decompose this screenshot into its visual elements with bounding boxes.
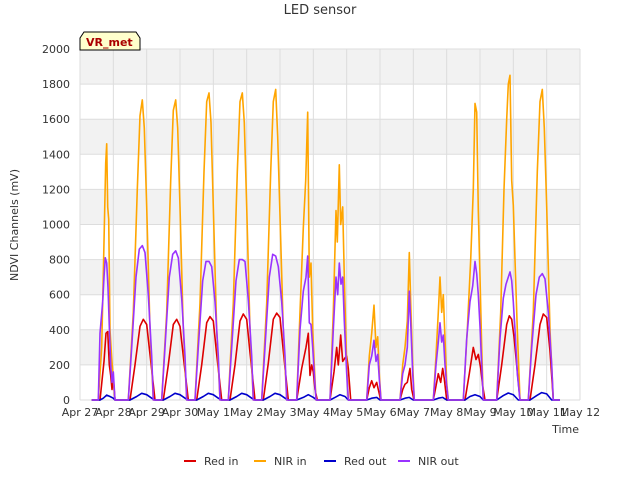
x-tick-label: May 10 <box>493 406 533 419</box>
plot-band <box>80 154 580 190</box>
x-tick-label: May 11 <box>527 406 567 419</box>
x-tick-label: May 6 <box>363 406 396 419</box>
x-tick-label: Apr 28 <box>95 406 132 419</box>
x-tick-label: May 4 <box>297 406 330 419</box>
plot-band <box>80 49 580 85</box>
x-tick-label: Apr 30 <box>162 406 199 419</box>
plot-band <box>80 84 580 120</box>
badge-box <box>79 31 141 51</box>
x-tick-label: May 8 <box>430 406 463 419</box>
y-tick-label: 400 <box>49 324 70 337</box>
y-axis-title: NDVI Channels (mV) <box>8 169 21 281</box>
y-tick-label: 2000 <box>42 43 70 56</box>
plot-band <box>80 294 580 330</box>
y-tick-label: 1600 <box>42 113 70 126</box>
legend: Red in NIR in Red out NIR out <box>184 455 459 468</box>
legend-label: NIR in <box>274 455 307 468</box>
plot-band <box>80 189 580 225</box>
chart-title: LED sensor <box>284 3 357 18</box>
y-tick-label: 1200 <box>42 183 70 196</box>
plot-band <box>80 119 580 155</box>
series-layer <box>91 74 560 401</box>
x-tick-label: May 5 <box>330 406 363 419</box>
x-tick-label: Apr 29 <box>128 406 165 419</box>
y-tick-label: 600 <box>49 289 70 302</box>
y-tick-label: 800 <box>49 254 70 267</box>
y-tick-label: 1800 <box>42 78 70 91</box>
x-tick-label: May 2 <box>230 406 263 419</box>
y-tick-labels: 0 200 400 600 800 1000 1200 1400 1600 1800 2000 <box>42 43 70 407</box>
badge-label: VR_met <box>86 36 133 49</box>
plot-band <box>80 259 580 295</box>
legend-label: Red out <box>344 455 387 468</box>
y-tick-label: 200 <box>49 359 70 372</box>
series-line-nir-out <box>91 244 560 401</box>
y-tick-label: 0 <box>63 394 70 407</box>
plot-band <box>80 224 580 260</box>
x-tick-label: May 9 <box>463 406 496 419</box>
y-tick-label: 1000 <box>42 219 70 232</box>
x-tick-label: May 1 <box>197 406 230 419</box>
x-axis-title: Time <box>551 423 579 436</box>
legend-label: NIR out <box>418 455 459 468</box>
y-tick-label: 1400 <box>42 148 70 161</box>
plot-bands <box>80 49 580 400</box>
x-tick-label: May 7 <box>397 406 430 419</box>
x-tick-label: May 12 <box>560 406 600 419</box>
legend-label: Red in <box>204 455 238 468</box>
x-tick-label: May 3 <box>263 406 296 419</box>
vr-met-badge: VR_met <box>79 31 141 51</box>
x-tick-label: Apr 27 <box>62 406 99 419</box>
